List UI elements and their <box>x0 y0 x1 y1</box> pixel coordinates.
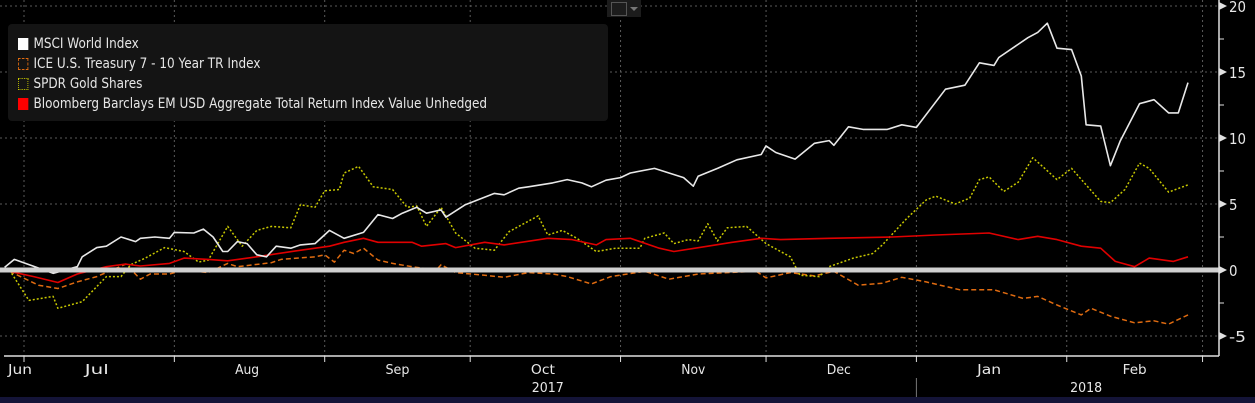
x-month-label: Oct <box>531 363 555 378</box>
legend: MSCI World Index ICE U.S. Treasury 7 - 1… <box>8 24 608 121</box>
x-year-label: 2017 <box>532 381 564 396</box>
x-month-label: Sep <box>385 363 409 378</box>
x-month-label: Jun <box>7 363 32 378</box>
x-month-label: Aug <box>235 363 259 378</box>
legend-swatch <box>18 98 29 110</box>
y-major-tick <box>1219 266 1227 274</box>
legend-item-treasury[interactable]: ICE U.S. Treasury 7 - 10 Year TR Index <box>18 54 260 74</box>
y-major-tick <box>1219 134 1227 142</box>
grid-lines <box>0 0 1219 356</box>
y-major-tick <box>1219 2 1227 10</box>
x-month-label: Nov <box>681 363 705 378</box>
y-major-tick <box>1219 200 1227 208</box>
line-chart-icon <box>610 1 627 16</box>
y-major-tick <box>1219 332 1227 340</box>
legend-item-gold[interactable]: SPDR Gold Shares <box>18 74 142 94</box>
x-month-label: Jul <box>83 363 109 378</box>
y-axis: 20 15 10 5 0 -5 <box>1218 0 1246 356</box>
legend-label: ICE U.S. Treasury 7 - 10 Year TR Index <box>33 56 261 72</box>
y-major-tick <box>1219 68 1227 76</box>
x-year-label: 2018 <box>1070 381 1102 396</box>
y-tick-label: 0 <box>1229 262 1238 280</box>
chevron-down-icon[interactable] <box>629 6 638 11</box>
bottom-bar <box>0 397 1255 403</box>
series-lines <box>4 22 1189 325</box>
y-tick-label: 20 <box>1229 0 1246 16</box>
series-line-1 <box>9 247 1189 325</box>
x-month-label: Jan <box>976 363 1001 378</box>
y-tick-label: 10 <box>1229 130 1246 148</box>
x-axis: Jun Jul Aug Sep Oct Nov Dec Jan Feb 2017 2018 <box>4 355 1219 397</box>
legend-swatch <box>18 58 29 70</box>
legend-label: Bloomberg Barclays EM USD Aggregate Tota… <box>33 96 488 112</box>
legend-swatch <box>18 78 29 90</box>
legend-item-em-usd[interactable]: Bloomberg Barclays EM USD Aggregate Tota… <box>18 94 487 114</box>
x-month-label: Dec <box>827 363 851 378</box>
legend-label: SPDR Gold Shares <box>33 76 143 92</box>
legend-swatch <box>18 38 29 50</box>
series-line-3 <box>9 232 1189 284</box>
y-tick-label: -5 <box>1229 328 1246 346</box>
y-tick-label: 15 <box>1229 64 1246 82</box>
series-line-2 <box>8 157 1189 310</box>
y-tick-label: 5 <box>1229 196 1238 214</box>
series-line-0 <box>4 22 1189 275</box>
x-month-label: Feb <box>1123 363 1147 378</box>
chart-type-button[interactable] <box>607 0 641 17</box>
legend-item-msci[interactable]: MSCI World Index <box>18 34 139 54</box>
legend-label: MSCI World Index <box>33 36 139 52</box>
